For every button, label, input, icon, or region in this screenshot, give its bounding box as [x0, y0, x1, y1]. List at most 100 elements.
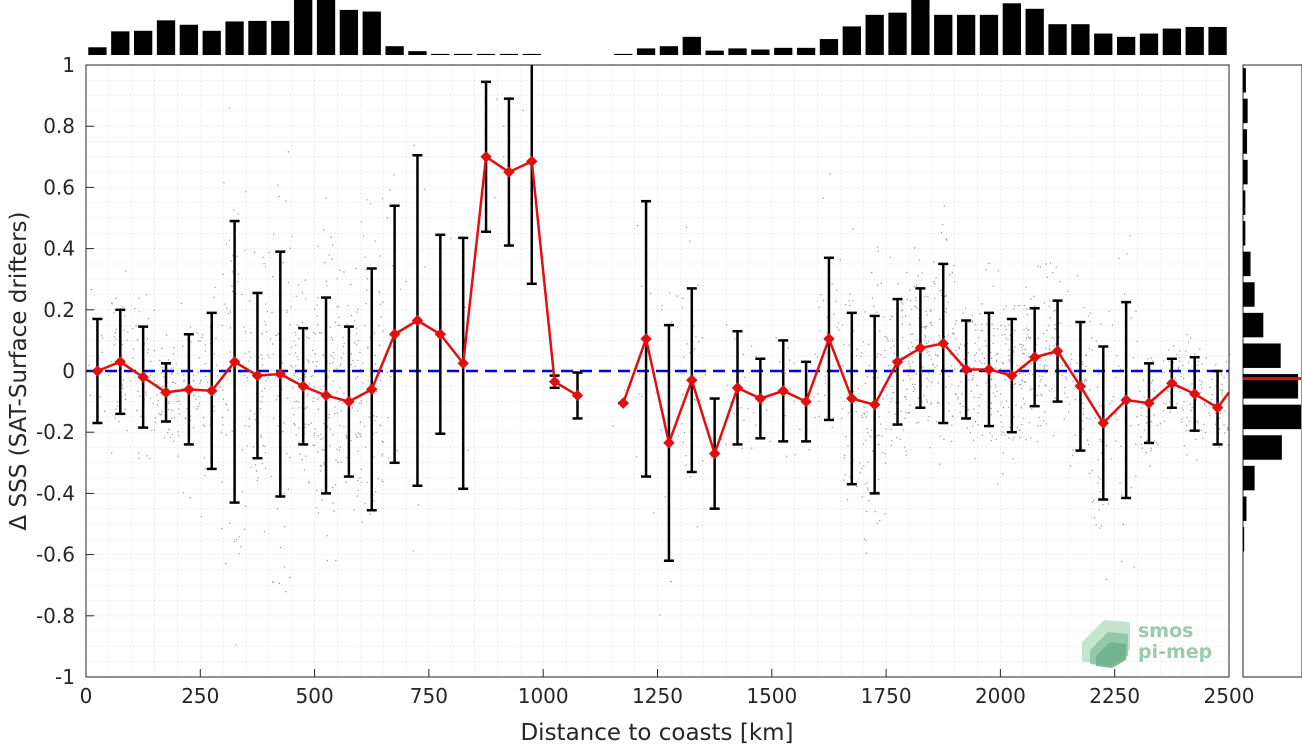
top-histogram-bar	[156, 20, 176, 56]
x-tick-label: 0	[80, 684, 93, 708]
mean-marker	[571, 389, 584, 402]
mean-marker	[1074, 380, 1087, 393]
y-tick-label: -1	[55, 665, 75, 689]
top-histogram-bar	[522, 53, 541, 55]
top-histogram-bar	[316, 0, 336, 55]
top-histogram-bar	[431, 53, 450, 55]
mean-marker	[1051, 345, 1064, 357]
top-histogram-bar	[476, 53, 496, 55]
mean-marker	[366, 383, 378, 396]
right-histogram-bar	[1243, 129, 1248, 154]
top-histogram-bar	[111, 31, 130, 55]
top-histogram-bar	[1071, 24, 1090, 55]
top-histogram-bar	[979, 14, 999, 56]
mean-marker	[274, 368, 287, 380]
mean-marker	[228, 356, 241, 368]
top-histogram-bar	[636, 48, 656, 55]
mean-marker	[937, 337, 949, 350]
top-histogram-bar	[819, 39, 839, 55]
right-histogram-bar	[1243, 465, 1255, 491]
top-histogram-bar	[1162, 28, 1181, 55]
x-tick-label: 1750	[861, 684, 912, 708]
mean-marker	[1211, 402, 1224, 414]
mean-marker	[663, 437, 675, 449]
top-histogram-bar	[1094, 33, 1113, 55]
grid	[86, 65, 1229, 677]
top-histogram-bar	[1185, 26, 1204, 55]
top-histogram-bar	[1048, 24, 1067, 55]
y-tick-label: -0.2	[36, 420, 75, 444]
x-tick-label: 500	[296, 684, 334, 708]
top-histogram-bar	[934, 14, 953, 56]
top-histogram-bar	[202, 30, 221, 55]
right-histogram-bar	[1243, 68, 1246, 93]
mean-marker	[548, 376, 561, 388]
top-histogram-bar	[1025, 8, 1044, 56]
x-tick-label: 2000	[975, 684, 1026, 708]
mean-marker	[206, 385, 218, 397]
mean-marker	[1143, 397, 1155, 409]
logo-icon	[1082, 620, 1130, 668]
x-tick-label: 750	[410, 684, 448, 708]
mean-marker	[868, 398, 881, 411]
mean-marker	[1097, 417, 1109, 429]
mean-marker	[343, 395, 355, 408]
top-histogram-bar	[294, 0, 313, 55]
mean-marker	[320, 389, 332, 402]
mean-marker	[1120, 394, 1132, 406]
top-histogram-bar	[408, 51, 427, 55]
mean-marker	[526, 155, 538, 168]
logo-text-pimep: pi-mep	[1138, 641, 1212, 663]
right-histogram-frame	[1242, 64, 1302, 678]
mean-marker	[983, 363, 995, 376]
y-axis-label: Δ SSS (SAT-Surface drifters)	[6, 212, 32, 531]
top-histogram-bar	[1139, 33, 1159, 55]
x-tick-label: 1000	[518, 684, 569, 708]
y-tick-label: 0.6	[43, 175, 75, 199]
top-histogram-bar	[865, 14, 884, 56]
top-histogram-bar	[385, 46, 404, 55]
mean-marker	[960, 363, 972, 376]
top-histogram-bar	[682, 36, 701, 55]
mean-marker	[91, 365, 104, 377]
top-histogram-bar	[225, 21, 244, 55]
mean-marker	[708, 447, 721, 460]
top-histogram-bar	[842, 26, 861, 55]
mean-line-segment	[622, 334, 1231, 458]
y-tick-label: 0.2	[43, 298, 75, 322]
right-histogram-bar	[1243, 190, 1246, 215]
mean-series	[91, 151, 1231, 460]
top-histogram-bar	[88, 47, 107, 55]
mean-marker	[1028, 351, 1041, 363]
mean-marker	[914, 342, 927, 354]
top-histogram-bar	[796, 47, 816, 55]
mean-marker	[503, 166, 515, 178]
top-histogram-bar	[1208, 26, 1227, 55]
top-histogram-bar	[888, 12, 907, 55]
top-histogram-bar	[614, 53, 633, 55]
top-histogram-bar	[339, 9, 359, 55]
mean-marker	[251, 369, 264, 382]
top-histogram-bar	[659, 46, 679, 55]
top-histogram-bar	[751, 49, 770, 55]
top-histogram-bar	[728, 48, 747, 55]
top-histogram-bar	[271, 20, 290, 55]
right-histogram-bar	[1243, 159, 1248, 185]
y-tick-label: -0.4	[36, 481, 75, 505]
mean-marker	[686, 374, 698, 386]
top-histogram-bar	[362, 11, 381, 56]
top-histogram-bar	[1002, 3, 1021, 56]
right-histogram	[1243, 68, 1301, 552]
top-histogram-bar	[499, 53, 519, 55]
mean-marker	[297, 380, 309, 393]
right-histogram-bar	[1243, 404, 1301, 430]
mean-marker	[114, 356, 126, 368]
mean-marker	[846, 392, 858, 405]
right-histogram-bar	[1243, 527, 1245, 552]
logo-text-smos: smos	[1138, 620, 1193, 642]
mean-marker	[731, 382, 744, 394]
mean-marker	[411, 314, 424, 327]
mean-marker	[160, 386, 172, 399]
top-histogram-bar	[248, 20, 267, 55]
